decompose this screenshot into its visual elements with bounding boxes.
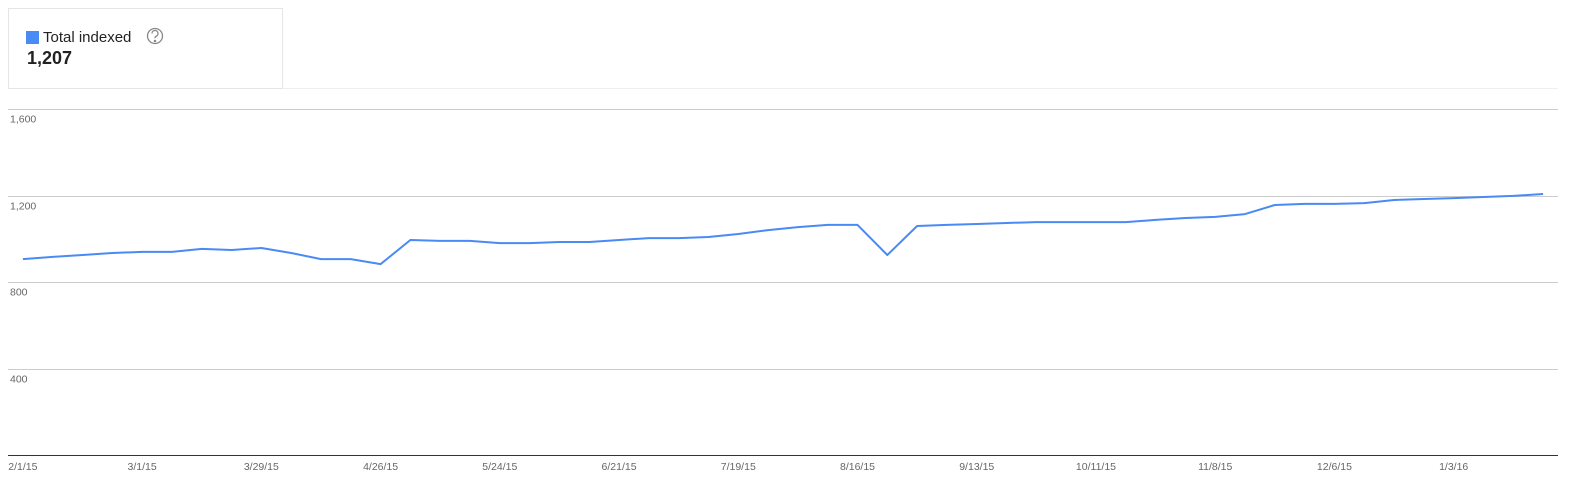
- summary-box: [8, 8, 283, 89]
- data-line: [22, 193, 1544, 266]
- x-tick-label: 3/1/15: [128, 461, 157, 473]
- legend-swatch: [26, 31, 39, 44]
- x-tick-label: 10/11/15: [1076, 461, 1116, 473]
- y-tick-label: 1,200: [10, 200, 36, 212]
- x-tick-label: 12/6/15: [1317, 461, 1352, 473]
- x-tick-label: 3/29/15: [244, 461, 279, 473]
- summary-value: 1,207: [27, 48, 72, 68]
- legend-label[interactable]: Total indexed: [43, 29, 131, 46]
- help-icon[interactable]: [146, 27, 164, 45]
- x-tick-label: 9/13/15: [959, 461, 994, 473]
- x-tick-label: 6/21/15: [602, 461, 637, 473]
- x-tick-label: 5/24/15: [482, 461, 517, 473]
- x-tick-label: 8/16/15: [840, 461, 875, 473]
- y-tick-label: 400: [10, 373, 28, 385]
- x-tick-label: 4/26/15: [363, 461, 398, 473]
- y-tick-label: 1,600: [10, 113, 36, 125]
- x-tick-label: 11/8/15: [1198, 461, 1232, 473]
- y-tick-label: 800: [10, 286, 28, 298]
- x-tick-label: 1/3/16: [1439, 461, 1468, 473]
- x-tick-label: 7/19/15: [721, 461, 756, 473]
- x-tick-label: 2/1/15: [8, 461, 37, 473]
